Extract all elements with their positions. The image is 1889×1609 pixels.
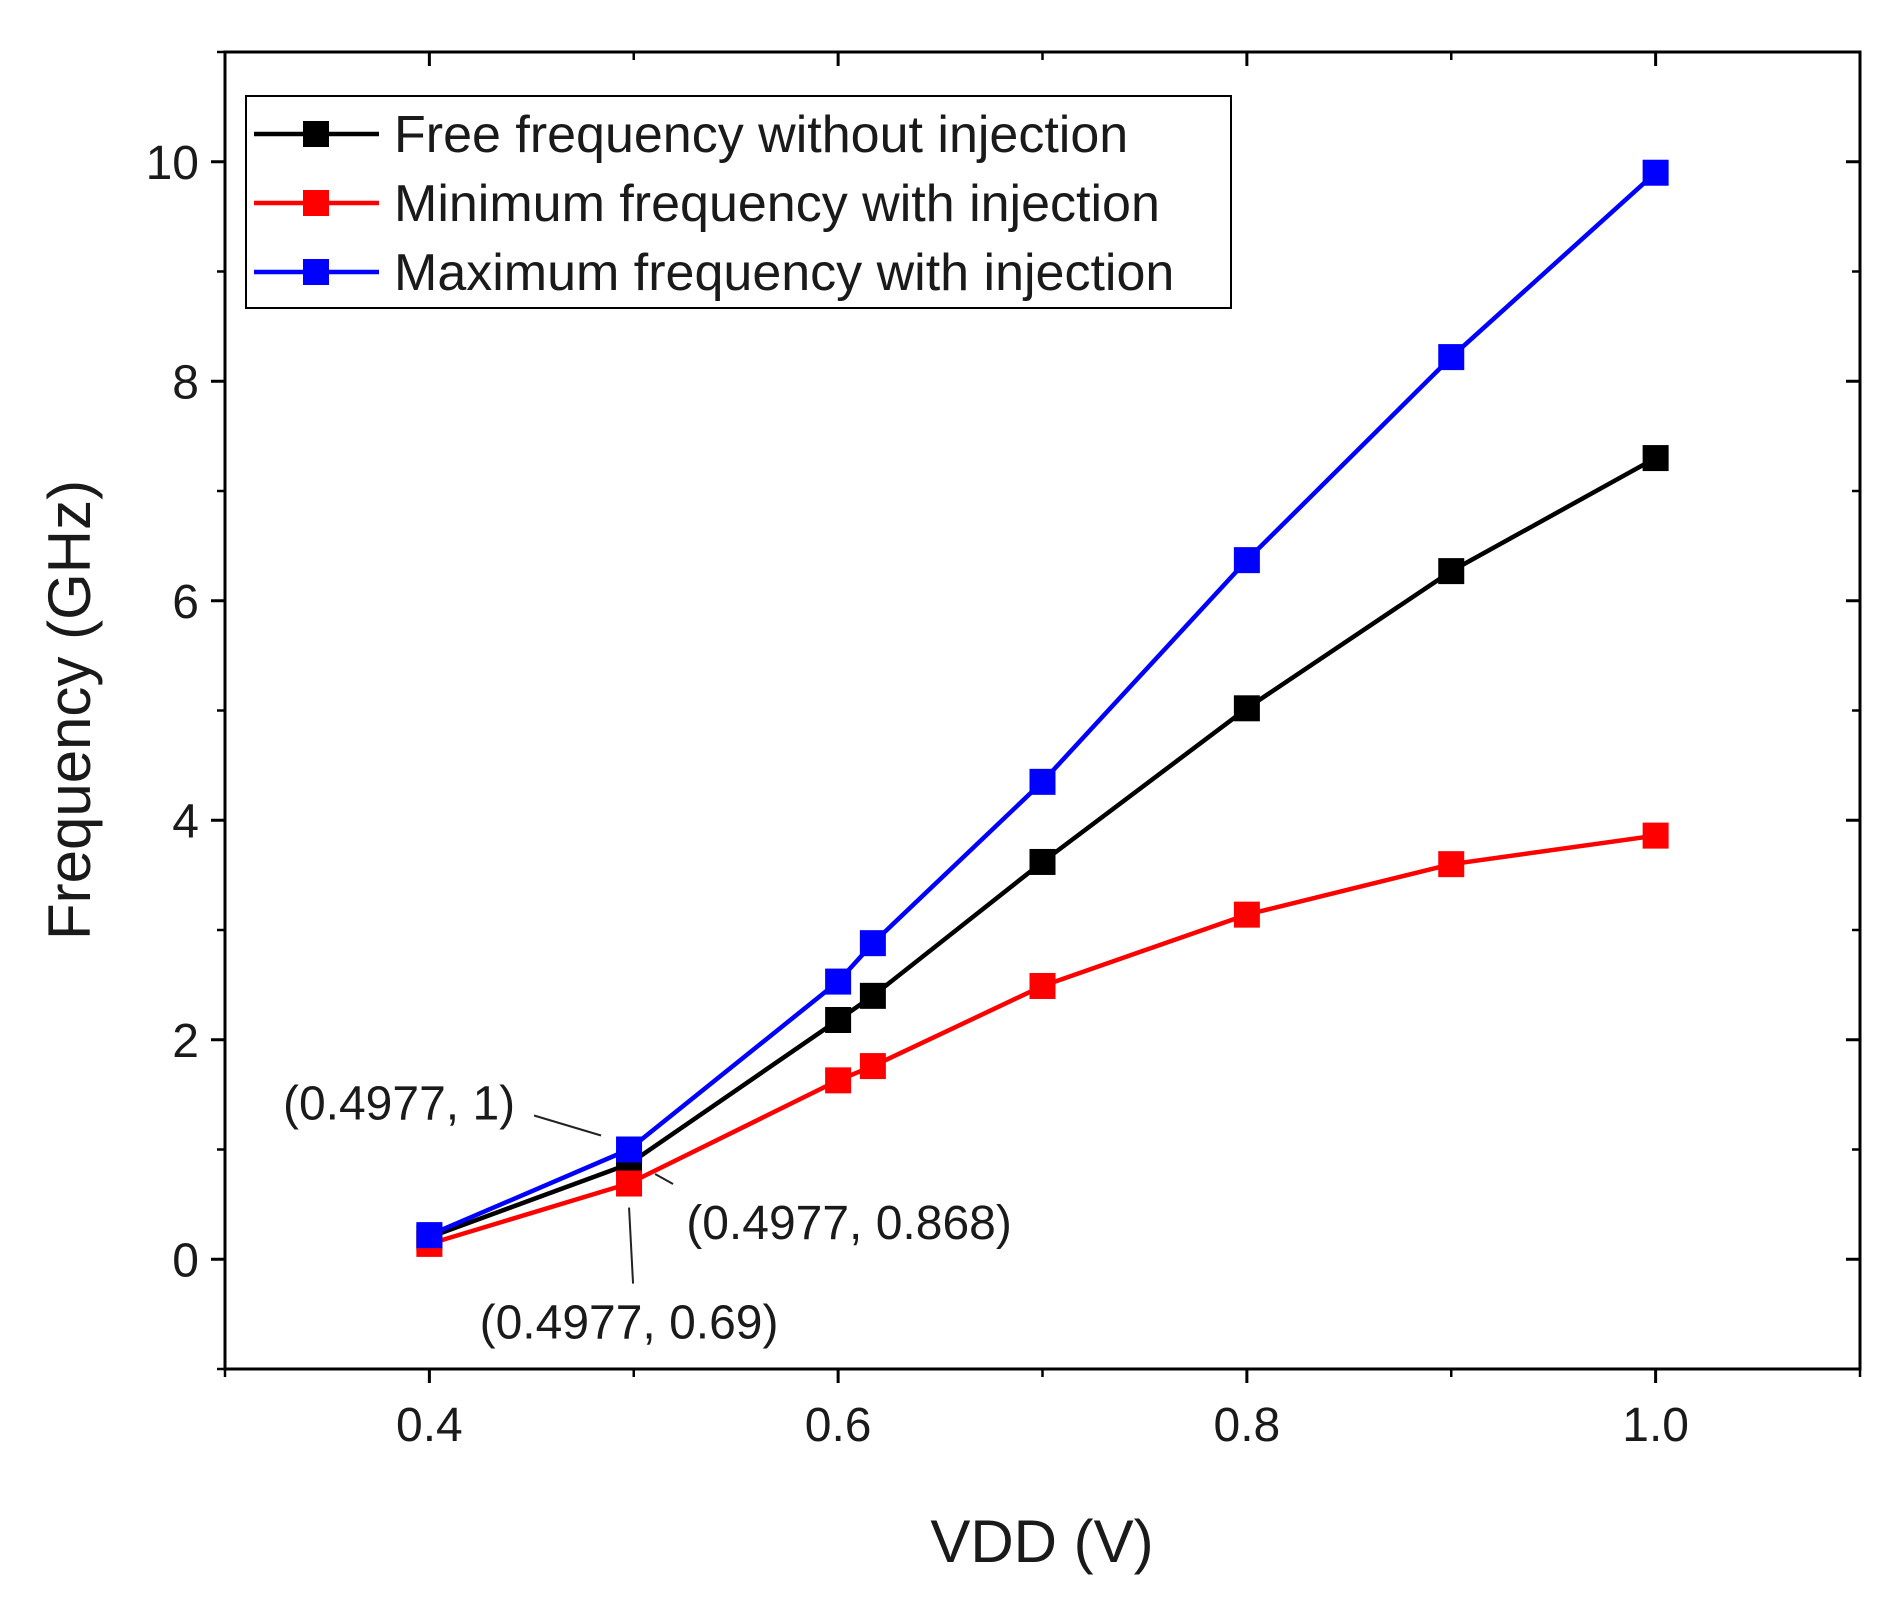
- legend-label: Minimum frequency with injection: [394, 175, 1160, 233]
- data-point: [1029, 848, 1056, 875]
- x-tick-label: 0.4: [396, 1399, 463, 1452]
- annotation-label: (0.4977, 0.868): [686, 1197, 1012, 1250]
- data-point: [1233, 547, 1260, 574]
- data-point: [825, 1067, 852, 1094]
- data-point: [1438, 851, 1465, 878]
- legend-label: Free frequency without injection: [394, 106, 1128, 164]
- annotation: (0.4977, 0.69): [480, 1207, 779, 1350]
- legend-item: Free frequency without injection: [254, 106, 1128, 164]
- y-tick-label: 8: [172, 356, 199, 409]
- x-tick-label: 0.8: [1214, 1399, 1281, 1452]
- data-point: [616, 1136, 643, 1163]
- data-point: [1233, 695, 1260, 722]
- y-axis-ticks: 0 2 4 6 8 10: [146, 50, 1860, 1371]
- data-point: [616, 1170, 643, 1197]
- y-tick-label: 4: [172, 795, 199, 848]
- legend-item: Maximum frequency with injection: [254, 244, 1174, 302]
- series-1: [416, 822, 1669, 1257]
- x-tick-label: 1.0: [1622, 1399, 1689, 1452]
- data-point: [1029, 768, 1056, 795]
- x-tick-label: 0.6: [805, 1399, 872, 1452]
- data-point: [1029, 972, 1056, 999]
- y-tick-label: 2: [172, 1015, 199, 1068]
- legend-box: [245, 95, 1232, 309]
- annotation-leader: [628, 1207, 635, 1284]
- data-point: [1642, 159, 1669, 186]
- annotation: (0.4977, 0.868): [654, 1173, 1012, 1250]
- series-2: [416, 159, 1669, 1249]
- data-point: [1438, 344, 1465, 371]
- annotation-leader: [533, 1114, 602, 1137]
- x-axis-title: VDD (V): [930, 1508, 1153, 1575]
- series-line: [428, 171, 1658, 1238]
- y-tick-label: 10: [146, 137, 199, 190]
- annotation-label: (0.4977, 0.69): [480, 1297, 779, 1350]
- annotation: (0.4977, 1): [283, 1078, 602, 1137]
- series-line: [428, 456, 1657, 1240]
- data-point: [416, 1222, 443, 1249]
- legend: Free frequency without injection Minimum …: [245, 95, 1232, 309]
- series-layer: [416, 159, 1669, 1257]
- data-point: [1233, 901, 1260, 928]
- y-axis-title: Frequency (GHz): [36, 480, 103, 940]
- data-point: [1642, 445, 1669, 472]
- data-point: [825, 968, 852, 995]
- legend-item: Minimum frequency with injection: [254, 175, 1160, 233]
- series-line: [428, 833, 1656, 1247]
- data-point: [859, 982, 886, 1009]
- legend-label: Maximum frequency with injection: [394, 244, 1174, 302]
- series-0: [416, 445, 1669, 1251]
- legend-marker: [303, 259, 329, 285]
- legend-marker: [303, 121, 329, 147]
- annotation-label: (0.4977, 1): [283, 1078, 515, 1131]
- annotation-leader: [654, 1173, 674, 1185]
- annotations-layer: (0.4977, 1) (0.4977, 0.868) (0.4977, 0.69): [283, 1078, 1012, 1350]
- data-point: [1642, 822, 1669, 849]
- y-tick-label: 0: [172, 1234, 199, 1287]
- data-point: [1438, 558, 1465, 585]
- x-axis-ticks: 0.4 0.6 0.8 1.0: [223, 52, 1862, 1452]
- data-point: [859, 1053, 886, 1080]
- y-tick-label: 6: [172, 576, 199, 629]
- data-point: [859, 930, 886, 957]
- legend-marker: [303, 190, 329, 216]
- data-point: [825, 1006, 852, 1033]
